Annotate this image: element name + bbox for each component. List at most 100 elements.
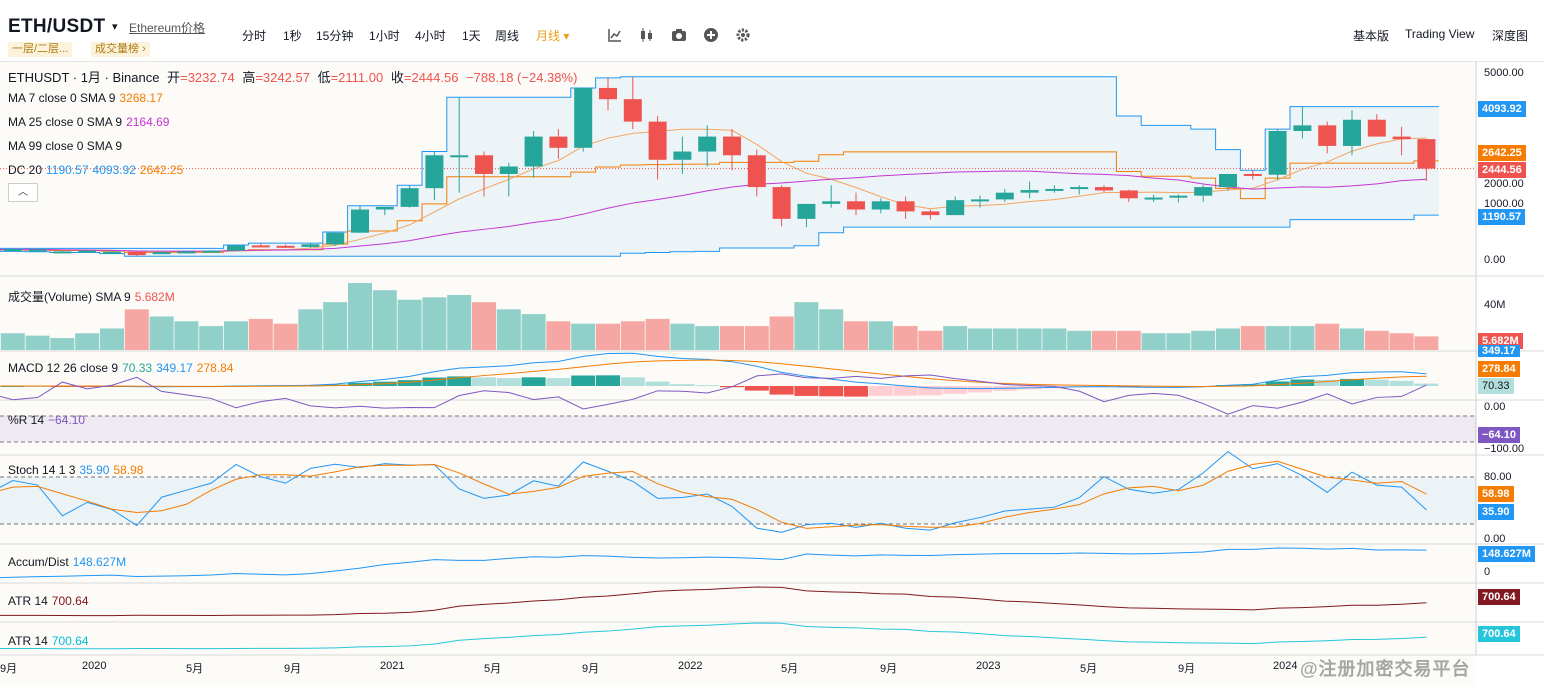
candle-body [524, 136, 543, 167]
macd-histogram-bar [397, 380, 422, 386]
ma7-legend[interactable]: MA 7 close 0 SMA 9 3268.17 [8, 91, 163, 105]
macd-histogram-bar [521, 377, 546, 386]
category-tag[interactable]: 一层/二层... [8, 42, 73, 57]
ohlc-change: −788.18 (−24.38%) [466, 70, 578, 85]
candle-body [797, 203, 816, 219]
candle-body [351, 209, 369, 233]
macd-histogram-bar [893, 386, 918, 396]
ohlc-title: ETHUSDT · 1月 · Binance [8, 70, 160, 85]
candle-body [1367, 119, 1386, 137]
tf-1M[interactable]: 月线 ▾ [536, 29, 570, 43]
ohlc-close-label: 收 [390, 70, 404, 85]
macd-histogram-bar [1240, 384, 1265, 386]
atr1-legend[interactable]: ATR 14 700.64 [8, 594, 89, 608]
dc-lower-value: 1190.57 [46, 163, 89, 177]
candle-body [1144, 197, 1163, 200]
tf-1d[interactable]: 1天 [462, 29, 481, 43]
atr1-line [0, 586, 1427, 617]
volume-bar [844, 321, 868, 350]
tf-realtime[interactable]: 分时 [242, 29, 267, 43]
macd-line-value: 349.17 [156, 361, 193, 375]
wr-tag: −64.10 [1478, 427, 1520, 443]
collapse-legend-button[interactable]: ︿ [8, 183, 38, 202]
plus-icon[interactable] [704, 28, 718, 45]
volume-bar [199, 326, 224, 350]
symbol-dropdown-icon[interactable]: ▾ [112, 21, 118, 33]
volume-bar [174, 321, 199, 350]
candle-body [475, 155, 493, 174]
camera-icon[interactable] [672, 28, 686, 44]
vol-tick-40M: 40M [1484, 299, 1506, 311]
tf-15m[interactable]: 15分钟 [316, 29, 354, 43]
macd-legend[interactable]: MACD 12 26 close 9 70.33 349.17 278.84 [8, 361, 234, 375]
macd-histogram-bar [1364, 379, 1389, 386]
candle-body [276, 245, 295, 248]
tab-depth[interactable]: 深度图 [1492, 29, 1529, 43]
volume-rank-tag[interactable]: 成交量榜 › [91, 42, 150, 57]
ma99-legend[interactable]: MA 99 close 0 SMA 9 [8, 139, 122, 153]
volume-bar [918, 330, 943, 350]
volume-bar [447, 294, 472, 350]
dc-legend[interactable]: DC 20 1190.57 4093.92 2642.25 [8, 163, 183, 177]
tab-basic[interactable]: 基本版 [1353, 29, 1390, 43]
volume-bar [75, 333, 100, 350]
last-price-tag: 2444.56 [1478, 162, 1526, 178]
candle-body [3, 249, 22, 252]
ad-tag: 148.627M [1478, 546, 1535, 562]
price-tick-2000: 2000.00 [1484, 178, 1524, 190]
tf-1h[interactable]: 1小时 [369, 29, 400, 43]
tab-tradingview[interactable]: Trading View [1405, 27, 1475, 41]
candle-body [1417, 139, 1436, 169]
tf-4h[interactable]: 4小时 [415, 29, 446, 43]
candle-body [1343, 119, 1361, 146]
volume-bar [124, 309, 149, 350]
dc-upper-value: 4093.92 [92, 163, 136, 177]
volume-bar [868, 321, 893, 350]
macd-histogram-bar [1265, 381, 1290, 386]
ohlc-high-label: 高 [242, 70, 256, 85]
candle-body [127, 251, 146, 256]
x-tick: 5月 [186, 663, 204, 675]
tf-1w[interactable]: 周线 [495, 29, 520, 43]
tf-1s[interactable]: 1秒 [283, 29, 302, 43]
atr1-label: ATR 14 [8, 594, 48, 608]
ma25-legend[interactable]: MA 25 close 0 SMA 9 2164.69 [8, 115, 169, 129]
macd-histogram-bar [1315, 379, 1340, 386]
volume-bar [571, 323, 596, 350]
ohlc-open-label: 开 [167, 70, 181, 85]
x-tick: 2022 [678, 660, 703, 672]
candle-body [673, 151, 692, 160]
atr2-legend[interactable]: ATR 14 700.64 [8, 634, 89, 648]
candle-body [375, 206, 394, 210]
x-tick: 5月 [484, 663, 502, 675]
stoch-k-line [0, 450, 1427, 533]
candle-body [1070, 187, 1089, 190]
volume-bar [1240, 326, 1265, 350]
ma99-label: MA 99 close 0 SMA 9 [8, 139, 123, 153]
volume-bar [1340, 328, 1364, 350]
candles-icon[interactable] [639, 28, 655, 45]
volume-bar [298, 309, 323, 350]
stoch-legend[interactable]: Stoch 14 1 3 35.90 58.98 [8, 463, 143, 477]
ad-legend[interactable]: Accum/Dist 148.627M [8, 555, 126, 569]
symbol-title[interactable]: ETH/USDT [8, 16, 106, 37]
indicator-icon[interactable] [608, 28, 622, 45]
candle-body [822, 201, 841, 204]
candle-body [499, 166, 518, 174]
candle-body [847, 201, 865, 210]
candle-body [623, 99, 642, 122]
gear-icon[interactable] [736, 28, 750, 45]
candle-body [301, 244, 320, 247]
stoch-label: Stoch 14 1 3 [8, 463, 76, 477]
volume-bar [472, 302, 496, 350]
macd-histogram-bar [819, 386, 844, 397]
stoch-d-tag: 58.98 [1478, 486, 1514, 502]
wr-legend[interactable]: %R 14 −64.10 [8, 413, 85, 427]
volume-bar [323, 302, 348, 350]
candle-body [227, 245, 245, 251]
volume-bar [1042, 328, 1067, 350]
coin-info-link[interactable]: Ethereum价格 [129, 21, 206, 35]
volume-legend[interactable]: 成交量(Volume) SMA 9 5.682M [8, 288, 175, 305]
dc-upper-tag: 4093.92 [1478, 101, 1526, 117]
